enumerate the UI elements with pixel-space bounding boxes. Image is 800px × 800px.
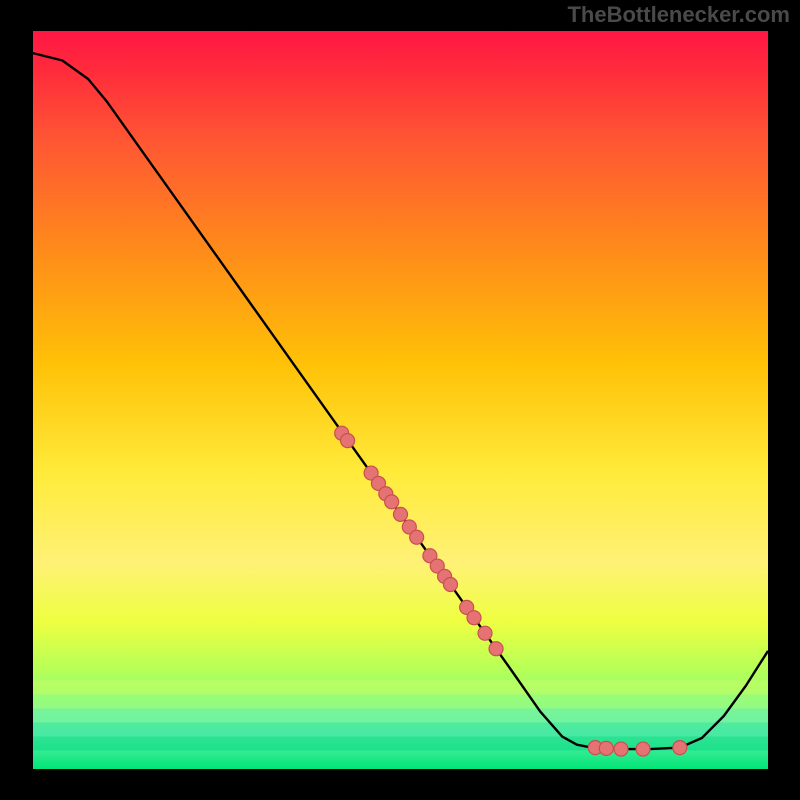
watermark-text: TheBottlenecker.com [567, 2, 790, 28]
gradient-background [33, 31, 768, 769]
data-marker [489, 642, 503, 656]
data-marker [443, 578, 457, 592]
data-marker [385, 495, 399, 509]
data-marker [410, 530, 424, 544]
data-marker [478, 626, 492, 640]
data-marker [673, 741, 687, 755]
chart-container: TheBottlenecker.com [0, 0, 800, 800]
data-marker [636, 742, 650, 756]
data-marker [341, 434, 355, 448]
data-marker [467, 611, 481, 625]
green-band [33, 680, 768, 694]
plot-area [33, 31, 768, 769]
green-band [33, 694, 768, 708]
green-band [33, 708, 768, 722]
data-marker [614, 742, 628, 756]
data-marker [599, 741, 613, 755]
green-band [33, 722, 768, 736]
data-marker [394, 507, 408, 521]
chart-svg [0, 0, 800, 800]
